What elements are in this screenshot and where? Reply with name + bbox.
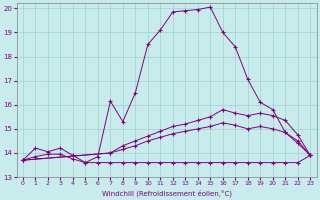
X-axis label: Windchill (Refroidissement éolien,°C): Windchill (Refroidissement éolien,°C) [101, 189, 232, 197]
